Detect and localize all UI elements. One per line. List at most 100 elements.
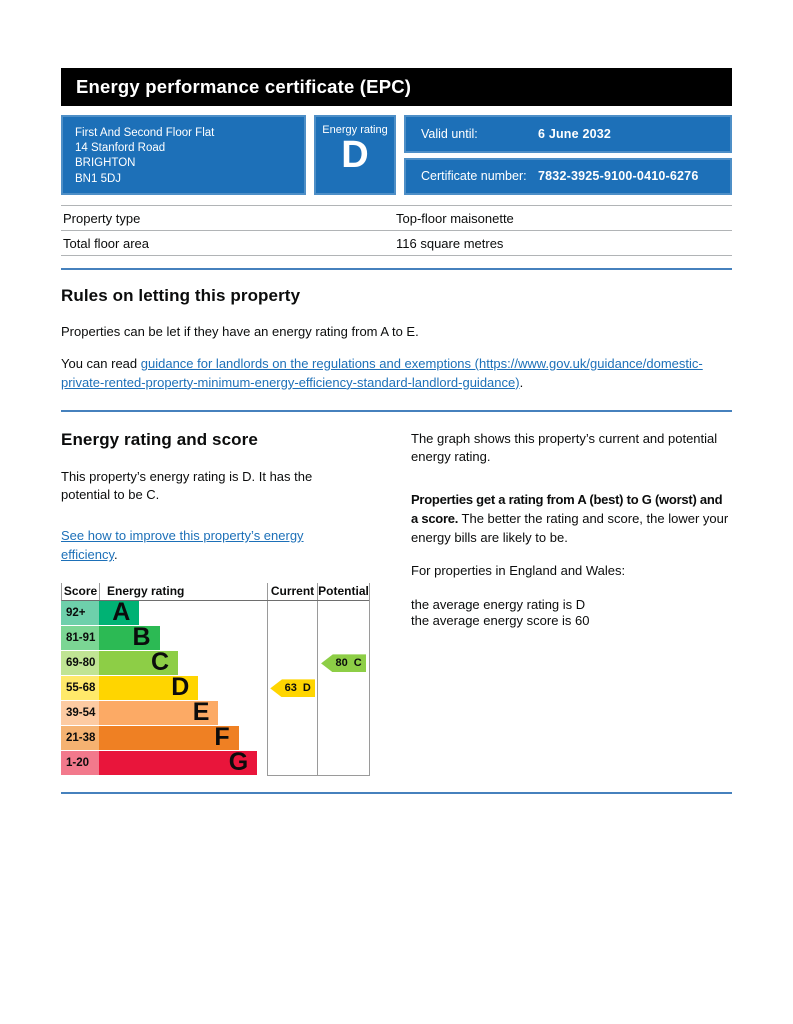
epc-band-letter: G bbox=[228, 748, 249, 777]
potential-column-cell bbox=[317, 750, 369, 776]
current-column-cell bbox=[267, 725, 317, 751]
epc-score-range: 81-91 bbox=[61, 625, 99, 651]
epc-rating-cell: F bbox=[98, 723, 268, 752]
valid-until-value: 6 June 2032 bbox=[538, 126, 612, 141]
certificate-number-box: Certificate number: 7832-3925-9100-0410-… bbox=[404, 157, 732, 195]
epc-band-letter: B bbox=[132, 623, 151, 652]
epc-band-letter: A bbox=[112, 598, 131, 627]
epc-band-bar: B bbox=[98, 623, 160, 652]
score-column-header: Score bbox=[63, 583, 98, 598]
epc-score-range: 39-54 bbox=[61, 700, 99, 726]
rating-right-column: The graph shows this property’s current … bbox=[411, 430, 732, 776]
guidance-text-prefix: You can read bbox=[61, 355, 141, 371]
region-averages-intro: For properties in England and Wales: bbox=[411, 562, 626, 578]
epc-band-bar: A bbox=[98, 598, 140, 627]
page-title: Energy performance certificate (EPC) bbox=[76, 76, 412, 97]
energy-rating-chart: Score Energy rating Current Potential 92… bbox=[61, 582, 370, 777]
current-column-cell bbox=[267, 750, 318, 776]
address-line-2: 14 Stanford Road bbox=[75, 142, 166, 155]
epc-band-bar: F bbox=[98, 723, 239, 752]
improve-suffix: . bbox=[114, 547, 118, 563]
valid-until-box: Valid until: 6 June 2032 bbox=[404, 115, 732, 153]
certificate-number-label: Certificate number: bbox=[421, 169, 527, 184]
energy-rating-value: D bbox=[341, 134, 369, 176]
epc-score-range: 55-68 bbox=[61, 675, 99, 701]
energy-rating-column-header: Energy rating bbox=[99, 582, 267, 600]
potential-column-cell bbox=[317, 675, 369, 701]
section-divider bbox=[61, 409, 732, 412]
chart-header-row: Score Energy rating Current Potential bbox=[61, 582, 369, 601]
potential-column-cell bbox=[317, 625, 369, 651]
epc-rating-cell: D bbox=[98, 673, 268, 702]
epc-rating-cell: C bbox=[98, 648, 268, 677]
section-divider bbox=[61, 268, 732, 270]
epc-rating-cell: B bbox=[98, 623, 268, 652]
epc-band-letter: C bbox=[150, 648, 170, 677]
epc-band-letter: E bbox=[192, 698, 210, 727]
chart-body: 92+ A 81-91 B 69-80 C 80 C 55-68 D 63 D 39-54 E 21-3… bbox=[61, 598, 369, 777]
potential-column-cell bbox=[317, 700, 369, 726]
epc-rating-cell: G bbox=[98, 748, 268, 777]
epc-score-range: 69-80 bbox=[61, 650, 99, 676]
epc-band-row-f: 21-38 F bbox=[61, 723, 369, 752]
certificate-meta-column: Valid until: 6 June 2032 Certificate num… bbox=[404, 115, 732, 195]
epc-rating-cell: E bbox=[98, 698, 268, 727]
certificate-title-bar: Energy performance certificate (EPC) bbox=[61, 68, 732, 106]
graph-description: The graph shows this property’s current … bbox=[411, 430, 718, 465]
epc-band-bar: E bbox=[98, 698, 219, 727]
rating-left-column: Energy rating and score This property’s … bbox=[61, 430, 391, 776]
current-rating-arrow: 63 D bbox=[270, 679, 316, 698]
section-divider bbox=[61, 791, 732, 794]
property-type-label: Property type bbox=[63, 210, 141, 226]
certificate-number-value: 7832-3925-9100-0410-6276 bbox=[538, 169, 699, 184]
potential-column-cell bbox=[317, 600, 369, 626]
guidance-paragraph: You can read guidance for landlords on t… bbox=[61, 355, 731, 393]
improve-paragraph: See how to improve this property’s energ… bbox=[61, 527, 361, 565]
energy-rating-label: Energy rating bbox=[322, 124, 388, 136]
rating-explanation: Properties get a rating from A (best) to… bbox=[411, 491, 732, 548]
epc-score-range: 92+ bbox=[61, 600, 99, 626]
energy-rating-section: Energy rating and score This property’s … bbox=[61, 430, 732, 776]
current-column-cell bbox=[267, 600, 317, 626]
epc-score-range: 1-20 bbox=[61, 750, 99, 776]
improve-efficiency-link[interactable]: See how to improve this property’s energ… bbox=[61, 528, 304, 563]
epc-band-letter: F bbox=[214, 723, 230, 752]
epc-rating-cell: A bbox=[98, 598, 268, 627]
potential-column-cell bbox=[317, 725, 369, 751]
total-floor-area-value: 116 square metres bbox=[396, 235, 504, 251]
region-averages: the average energy rating is D the avera… bbox=[411, 597, 732, 630]
certificate-summary: First And Second Floor Flat 14 Stanford … bbox=[61, 115, 732, 195]
epc-band-bar: D bbox=[98, 673, 199, 702]
current-column-cell bbox=[267, 650, 317, 676]
epc-band-bar: C bbox=[98, 648, 179, 677]
rating-explanation-rest: The better the rating and score, the low… bbox=[411, 511, 729, 545]
potential-column-header: Potential bbox=[317, 582, 369, 600]
table-row: Property type Top-floor maisonette bbox=[61, 206, 732, 231]
epc-band-row-c: 69-80 C 80 C bbox=[61, 648, 369, 677]
epc-band-row-b: 81-91 B bbox=[61, 623, 369, 652]
epc-band-row-g: 1-20 G bbox=[61, 748, 369, 777]
property-type-value: Top-floor maisonette bbox=[396, 210, 514, 226]
landlord-guidance-link[interactable]: guidance for landlords on the regulation… bbox=[61, 355, 703, 390]
address-line-1: First And Second Floor Flat bbox=[75, 127, 215, 139]
current-column-cell: 63 D bbox=[267, 675, 317, 701]
epc-score-range: 21-38 bbox=[61, 725, 99, 751]
average-score-line: the average energy score is 60 bbox=[411, 612, 590, 628]
current-column-cell bbox=[267, 700, 317, 726]
epc-band-row-e: 39-54 E bbox=[61, 698, 369, 727]
total-floor-area-label: Total floor area bbox=[63, 235, 149, 251]
average-rating-line: the average energy rating is D bbox=[411, 596, 586, 612]
epc-band-bar: G bbox=[98, 748, 258, 777]
rules-section-heading: Rules on letting this property bbox=[61, 286, 301, 305]
address-line-4: BN1 5DJ bbox=[75, 172, 122, 185]
current-column-header: Current bbox=[267, 582, 317, 600]
epc-band-row-d: 55-68 D 63 D bbox=[61, 673, 369, 702]
rating-explanation-bold: Properties get a rating from A (best) to… bbox=[411, 492, 723, 527]
valid-until-label: Valid until: bbox=[421, 126, 478, 141]
table-row: Total floor area 116 square metres bbox=[61, 231, 732, 256]
address-line-3: BRIGHTON bbox=[75, 157, 136, 170]
epc-band-row-a: 92+ A bbox=[61, 598, 369, 627]
current-column-cell bbox=[267, 625, 317, 651]
epc-band-letter: D bbox=[171, 673, 190, 702]
